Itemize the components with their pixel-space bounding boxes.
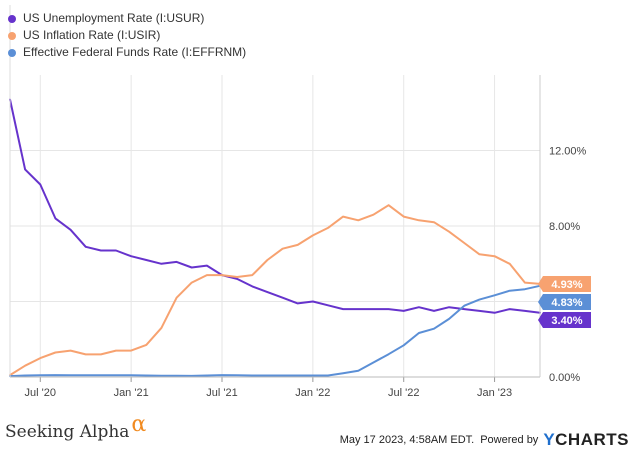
brand-name: Seeking Alpha [5,422,130,442]
x-tick-label: Jul '20 [25,387,56,399]
x-tick-label: Jul '21 [206,387,237,399]
footer-credits: May 17 2023, 4:58AM EDT. Powered by YCHA… [340,430,629,450]
legend-item: US Unemployment Rate (I:USUR) [6,10,246,27]
end-label-badge [538,311,591,328]
legend-item: Effective Federal Funds Rate (I:EFFRNM) [6,44,246,61]
end-label-text: 4.93% [551,279,582,291]
series-layer [9,98,541,378]
ycharts-logo: YCHARTS [543,430,629,450]
y-tick-label: 8.00% [549,221,580,233]
legend-marker [8,48,16,57]
legend-item: US Inflation Rate (I:USIR) [6,27,246,44]
axis-layer: Jul '20 Jan '21 Jul '21 Jan '22 Jul '22 Jan '… [9,5,587,399]
series-line-1 [9,204,541,377]
x-tick-label: Jul '22 [388,387,419,399]
end-label-layer: 4.93% 4.83% 3.40% [538,275,591,328]
seeking-alpha-logo: Seeking Alphaα [5,412,146,443]
y-tick-label: 12.00% [549,146,587,158]
legend-label: Effective Federal Funds Rate (I:EFFRNM) [23,45,247,59]
ycharts-text: CHARTS [555,430,629,449]
series-line-2 [9,284,541,378]
legend-label: US Inflation Rate (I:USIR) [23,28,161,42]
ycharts-y: Y [543,430,556,449]
powered-by: Powered by [480,434,539,446]
legend-marker [8,14,16,23]
x-tick-label: Jan '22 [295,387,330,399]
legend-marker [8,31,16,40]
legend: US Unemployment Rate (I:USUR) US Inflatio… [6,10,246,61]
alpha-symbol: α [131,412,147,437]
x-tick-label: Jan '23 [477,387,512,399]
timestamp: May 17 2023, 4:58AM EDT. [339,434,475,446]
grid-layer [10,75,540,377]
y-tick-label: 0.00% [549,372,580,384]
end-label-badge [538,275,591,292]
end-label-text: 4.83% [551,297,582,309]
x-tick-label: Jan '21 [114,387,149,399]
series-line-0 [9,98,541,314]
end-label-text: 3.40% [551,315,582,327]
legend-label: US Unemployment Rate (I:USUR) [23,11,205,25]
end-label-badge [538,293,591,310]
